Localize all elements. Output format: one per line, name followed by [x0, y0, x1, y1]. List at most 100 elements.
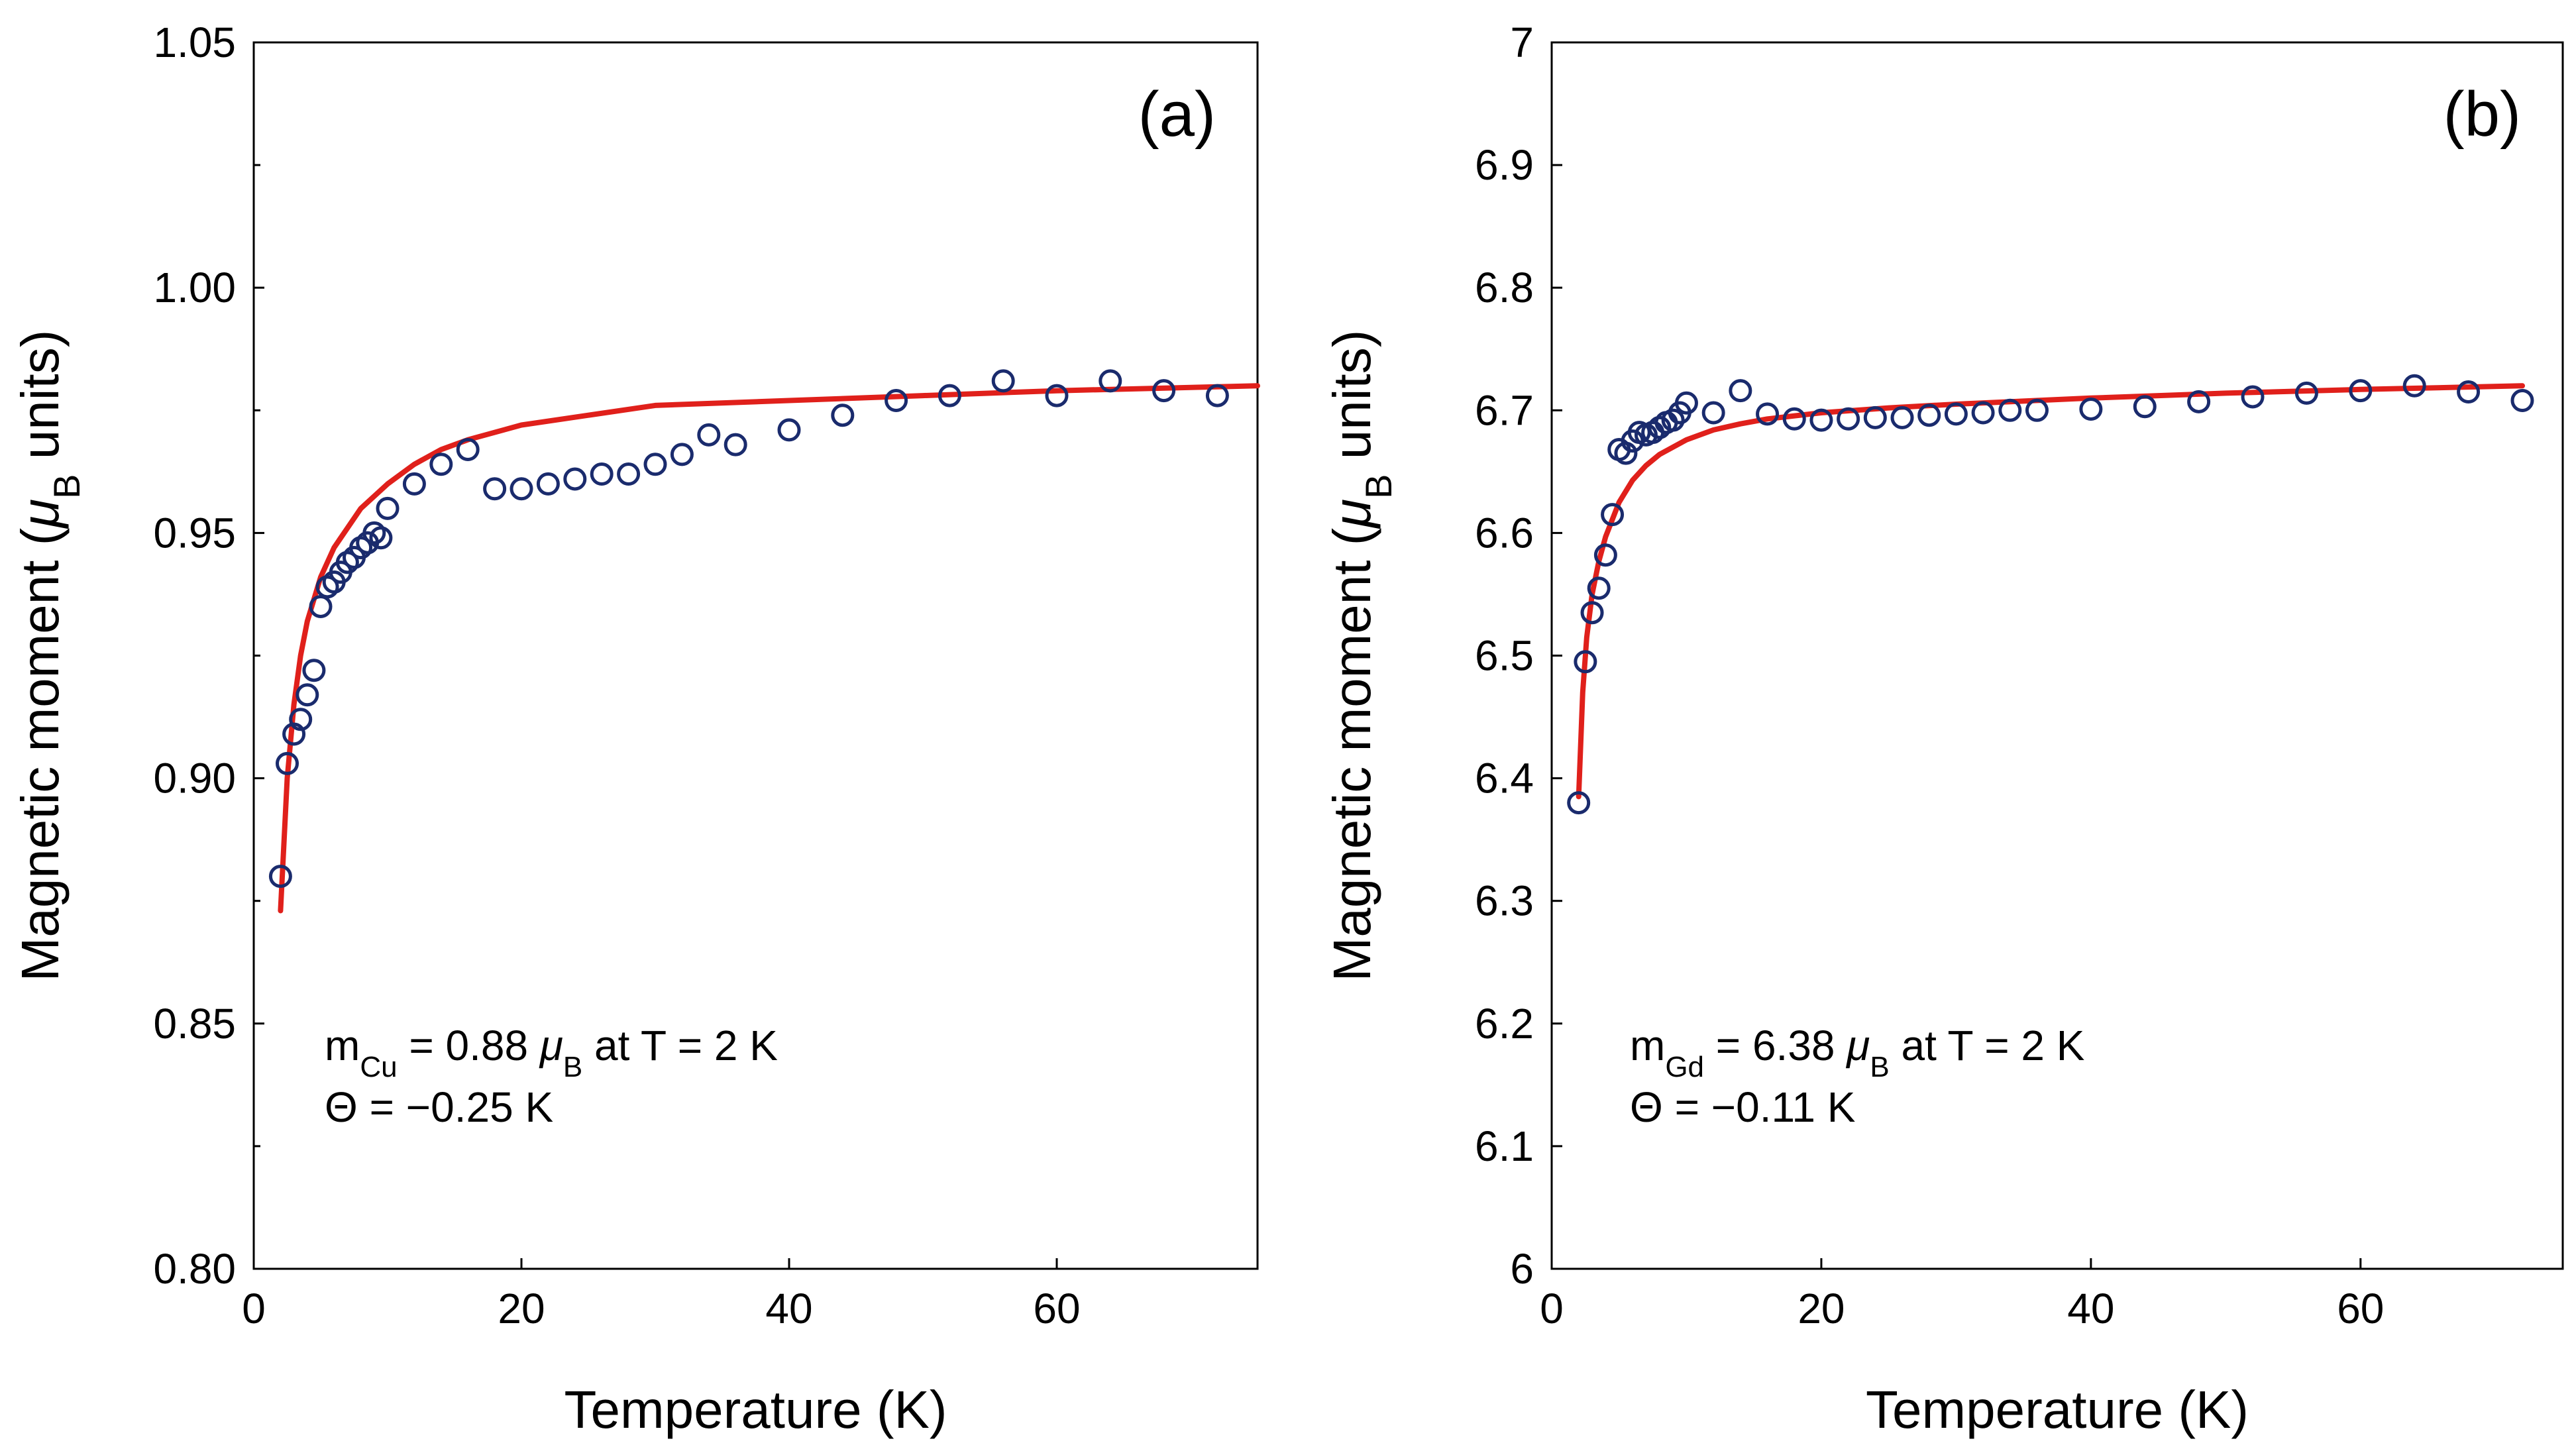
y-tick-label: 0.85: [153, 1000, 236, 1048]
data-point: [295, 683, 319, 707]
data-point: [289, 708, 313, 731]
y-tick-label: 1.05: [153, 19, 236, 66]
y-tick-label: 6.5: [1475, 632, 1534, 680]
y-tick-label: 0.80: [153, 1245, 236, 1293]
data-point: [2294, 381, 2318, 405]
data-point: [617, 462, 641, 486]
panel-label: (b): [2443, 79, 2521, 150]
data-point: [1580, 601, 1604, 625]
data-point: [697, 423, 721, 447]
data-point: [1756, 402, 1780, 426]
y-tick-label: 6.8: [1475, 264, 1534, 311]
y-tick-label: 6.3: [1475, 877, 1534, 925]
x-tick-label: 20: [1798, 1285, 1845, 1332]
x-tick-label: 0: [1540, 1285, 1564, 1332]
data-point: [309, 594, 333, 618]
data-point: [2187, 390, 2211, 413]
data-point: [1601, 503, 1625, 527]
data-point: [2079, 397, 2103, 421]
data-point: [1701, 401, 1725, 425]
data-point: [1890, 405, 1914, 429]
x-tick-label: 40: [765, 1285, 812, 1332]
data-point: [1674, 391, 1698, 415]
panel-b-magnetic-moment-gd: 6 6.1 6.2 6.3 6.4 6.5 6.6 6.7 6.8 6.9 7 0 20 40 60 Temp…: [1322, 19, 2564, 1439]
data-point: [2402, 374, 2426, 398]
data-point: [1661, 408, 1685, 432]
data-point: [1099, 369, 1122, 393]
data-point: [1944, 402, 1968, 426]
data-point: [1567, 791, 1591, 815]
data-point: [1837, 407, 1860, 431]
y-tick-label: 6: [1510, 1245, 1534, 1293]
y-tick-label: 6.7: [1475, 386, 1534, 434]
data-point: [429, 453, 453, 476]
data-point: [376, 496, 400, 520]
data-point: [1917, 403, 1941, 427]
data-point: [282, 722, 306, 746]
y-axis-title: Magnetic moment (μB units): [1322, 330, 1399, 982]
data-point: [590, 462, 614, 486]
data-point: [1782, 407, 1806, 431]
data-point: [1593, 543, 1617, 567]
x-tick-label: 60: [2337, 1285, 2384, 1332]
data-point: [1152, 379, 1176, 403]
data-point: [1574, 650, 1597, 674]
data-point: [1998, 398, 2022, 422]
panel-a-magnetic-moment-cu: 0.80 0.85 0.90 0.95 1.00 1.05 0 20 40 60 Temperatu…: [11, 19, 1260, 1439]
data-point: [483, 477, 507, 501]
data-point: [563, 467, 587, 491]
annotation-theta: Θ = −0.25 K: [325, 1083, 553, 1131]
data-point: [831, 403, 855, 427]
y-tick-label: 6.9: [1475, 141, 1534, 189]
y-tick-label: 7: [1510, 19, 1534, 66]
data-point: [1587, 576, 1611, 600]
y-tick-label: 0.90: [153, 755, 236, 802]
y-tick-label: 6.2: [1475, 1000, 1534, 1048]
annotation-moment: mCu = 0.88 μB at T = 2 K: [325, 1022, 778, 1083]
x-tick-label: 40: [2067, 1285, 2114, 1332]
panel-label: (a): [1138, 79, 1216, 150]
data-point: [1971, 401, 1995, 425]
y-tick-label: 6.6: [1475, 509, 1534, 557]
fit-curve: [278, 383, 1260, 914]
data-point: [2457, 380, 2481, 404]
data-point: [402, 472, 426, 496]
data-point: [777, 418, 801, 442]
data-point: [369, 526, 393, 550]
data-point: [536, 472, 560, 496]
fit-curve: [1576, 383, 2525, 800]
data-point: [1614, 441, 1638, 465]
x-tick-label: 20: [498, 1285, 545, 1332]
data-point: [302, 659, 326, 682]
y-axis-title: Magnetic moment (μB units): [11, 330, 87, 982]
data-point: [510, 477, 533, 501]
y-tick-label: 0.95: [153, 509, 236, 557]
x-tick-label: 60: [1033, 1285, 1080, 1332]
data-point: [1863, 405, 1887, 429]
data-point: [1809, 408, 1833, 432]
x-axis-title: Temperature (K): [1866, 1380, 2249, 1439]
x-axis-title: Temperature (K): [564, 1380, 947, 1439]
data-point: [2241, 385, 2265, 409]
data-point: [2510, 388, 2534, 412]
y-tick-label: 1.00: [153, 264, 236, 311]
annotation-theta: Θ = −0.11 K: [1630, 1083, 1855, 1131]
annotation-moment: mGd = 6.38 μB at T = 2 K: [1630, 1022, 2084, 1083]
data-point: [670, 443, 694, 466]
data-point: [991, 369, 1015, 393]
data-point: [2349, 379, 2373, 403]
data-point: [2025, 398, 2049, 422]
data-point: [276, 751, 299, 775]
y-tick-label: 6.4: [1475, 755, 1534, 802]
data-point: [938, 384, 961, 407]
data-point: [2133, 395, 2157, 419]
data-point: [724, 433, 747, 457]
data-point: [643, 453, 667, 476]
data-point: [1729, 379, 1752, 403]
x-tick-label: 0: [242, 1285, 266, 1332]
data-point: [885, 388, 908, 412]
data-point: [456, 438, 480, 462]
data-point: [1205, 384, 1229, 407]
data-point: [268, 865, 292, 888]
